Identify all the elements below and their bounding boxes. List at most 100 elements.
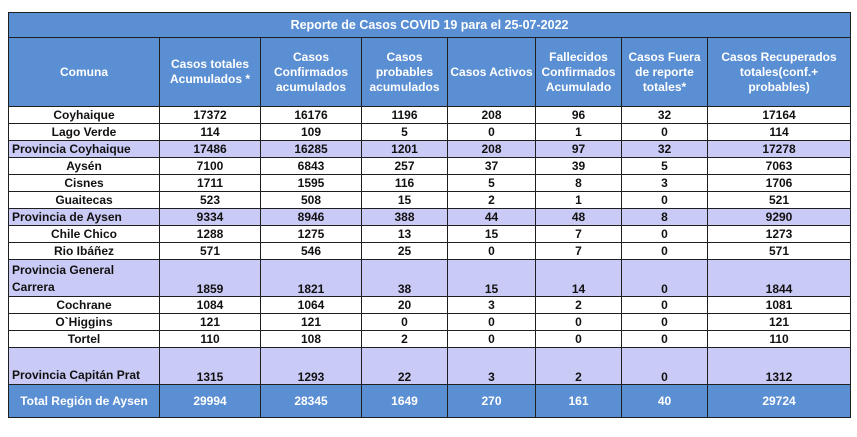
fuera-reporte-cell: 0 — [621, 242, 708, 260]
header-row: Comuna Casos totales Acumulados * Casos … — [8, 37, 852, 107]
fallecidos-cell: 2 — [535, 347, 622, 385]
casos-probables-cell: 116 — [361, 174, 448, 192]
total-row: Total Región de Aysen 29994 28345 1649 270 16… — [8, 384, 852, 418]
fuera-reporte-cell: 0 — [621, 330, 708, 348]
comuna-cell: Provincia de Aysen — [8, 208, 160, 226]
casos-probables-cell: 257 — [361, 157, 448, 175]
fuera-reporte-cell: 3 — [621, 174, 708, 192]
casos-confirmados-cell: 1595 — [260, 174, 362, 192]
fallecidos-cell: 97 — [535, 140, 622, 158]
fuera-reporte-cell: 0 — [621, 191, 708, 209]
comuna-cell: Cisnes — [8, 174, 160, 192]
fallecidos-cell: 8 — [535, 174, 622, 192]
comuna-cell: Chile Chico — [8, 225, 160, 243]
report-title: Reporte de Casos COVID 19 para el 25-07-… — [7, 12, 852, 38]
casos-activos-cell: 0 — [447, 330, 536, 348]
recuperados-cell: 110 — [706, 330, 852, 348]
casos-confirmados-cell: 108 — [260, 330, 362, 348]
casos-probables-cell: 38 — [361, 259, 448, 297]
casos-confirmados-cell: 1821 — [260, 259, 362, 297]
header-casos-totales: Casos totales Acumulados * — [159, 37, 261, 107]
casos-confirmados-cell: 28345 — [260, 384, 362, 418]
recuperados-cell: 114 — [706, 123, 852, 141]
comuna-cell: Cochrane — [8, 296, 160, 314]
casos-probables-cell: 5 — [361, 123, 448, 141]
casos-confirmados-cell: 6843 — [260, 157, 362, 175]
casos-totales-cell: 1084 — [159, 296, 261, 314]
comuna-row: Chile Chico 1288 1275 13 15 7 0 1273 — [8, 225, 852, 243]
casos-totales-cell: 114 — [159, 123, 261, 141]
casos-confirmados-cell: 8946 — [260, 208, 362, 226]
fallecidos-cell: 48 — [535, 208, 622, 226]
casos-totales-cell: 1288 — [159, 225, 261, 243]
comuna-cell: Coyhaique — [8, 106, 160, 124]
provincia-row: Provincia Capitán Prat 1315 1293 22 3 2 0 1312 — [8, 347, 852, 385]
comuna-row: Tortel 110 108 2 0 0 0 110 — [8, 330, 852, 348]
casos-confirmados-cell: 16285 — [260, 140, 362, 158]
comuna-cell: O`Higgins — [8, 313, 160, 331]
provincia-row: Provincia General Carrera 1859 1821 38 15 14 0… — [8, 259, 852, 297]
casos-probables-cell: 1196 — [361, 106, 448, 124]
comuna-row: Coyhaique 17372 16176 1196 208 96 32 17164 — [8, 106, 852, 124]
recuperados-cell: 7063 — [706, 157, 852, 175]
fuera-reporte-cell: 0 — [621, 296, 708, 314]
casos-activos-cell: 0 — [447, 123, 536, 141]
recuperados-cell: 521 — [706, 191, 852, 209]
casos-activos-cell: 270 — [447, 384, 536, 418]
casos-totales-cell: 1315 — [159, 347, 261, 385]
recuperados-cell: 29724 — [706, 384, 852, 418]
casos-confirmados-cell: 109 — [260, 123, 362, 141]
fallecidos-cell: 7 — [535, 225, 622, 243]
casos-confirmados-cell: 121 — [260, 313, 362, 331]
casos-probables-cell: 20 — [361, 296, 448, 314]
comuna-cell: Tortel — [8, 330, 160, 348]
fallecidos-cell: 7 — [535, 242, 622, 260]
casos-activos-cell: 3 — [447, 296, 536, 314]
casos-confirmados-cell: 508 — [260, 191, 362, 209]
recuperados-cell: 121 — [706, 313, 852, 331]
provincia-row: Provincia de Aysen 9334 8946 388 44 48 8 9290 — [8, 208, 852, 226]
fallecidos-cell: 161 — [535, 384, 622, 418]
casos-totales-cell: 29994 — [159, 384, 261, 418]
comuna-cell: Guaitecas — [8, 191, 160, 209]
comuna-row: Rio Ibáñez 571 546 25 0 7 0 571 — [8, 242, 852, 260]
fuera-reporte-cell: 0 — [621, 347, 708, 385]
fuera-reporte-cell: 8 — [621, 208, 708, 226]
fallecidos-cell: 2 — [535, 296, 622, 314]
casos-confirmados-cell: 1293 — [260, 347, 362, 385]
fuera-reporte-cell: 32 — [621, 140, 708, 158]
casos-totales-cell: 17486 — [159, 140, 261, 158]
header-casos-confirmados: Casos Confirmados acumulados — [260, 37, 362, 107]
recuperados-cell: 17278 — [706, 140, 852, 158]
casos-totales-cell: 110 — [159, 330, 261, 348]
casos-probables-cell: 0 — [361, 313, 448, 331]
casos-totales-cell: 121 — [159, 313, 261, 331]
recuperados-cell: 17164 — [706, 106, 852, 124]
fuera-reporte-cell: 0 — [621, 313, 708, 331]
fuera-reporte-cell: 40 — [621, 384, 708, 418]
recuperados-cell: 1706 — [706, 174, 852, 192]
fallecidos-cell: 14 — [535, 259, 622, 297]
casos-totales-cell: 7100 — [159, 157, 261, 175]
fallecidos-cell: 39 — [535, 157, 622, 175]
casos-probables-cell: 1649 — [361, 384, 448, 418]
casos-probables-cell: 15 — [361, 191, 448, 209]
casos-totales-cell: 571 — [159, 242, 261, 260]
casos-activos-cell: 3 — [447, 347, 536, 385]
comuna-cell: Provincia General Carrera — [8, 259, 160, 297]
casos-activos-cell: 5 — [447, 174, 536, 192]
casos-totales-cell: 9334 — [159, 208, 261, 226]
header-recuperados: Casos Recuperados totales(conf.+ probabl… — [706, 37, 852, 107]
fuera-reporte-cell: 0 — [621, 225, 708, 243]
header-casos-activos: Casos Activos — [447, 37, 536, 107]
comuna-row: Cisnes 1711 1595 116 5 8 3 1706 — [8, 174, 852, 192]
fallecidos-cell: 96 — [535, 106, 622, 124]
table-body: Coyhaique 17372 16176 1196 208 96 32 17164 Lago … — [8, 106, 852, 418]
header-comuna: Comuna — [8, 37, 160, 107]
comuna-row: Guaitecas 523 508 15 2 1 0 521 — [8, 191, 852, 209]
casos-activos-cell: 15 — [447, 225, 536, 243]
fuera-reporte-cell: 5 — [621, 157, 708, 175]
casos-activos-cell: 2 — [447, 191, 536, 209]
fallecidos-cell: 0 — [535, 330, 622, 348]
casos-probables-cell: 2 — [361, 330, 448, 348]
